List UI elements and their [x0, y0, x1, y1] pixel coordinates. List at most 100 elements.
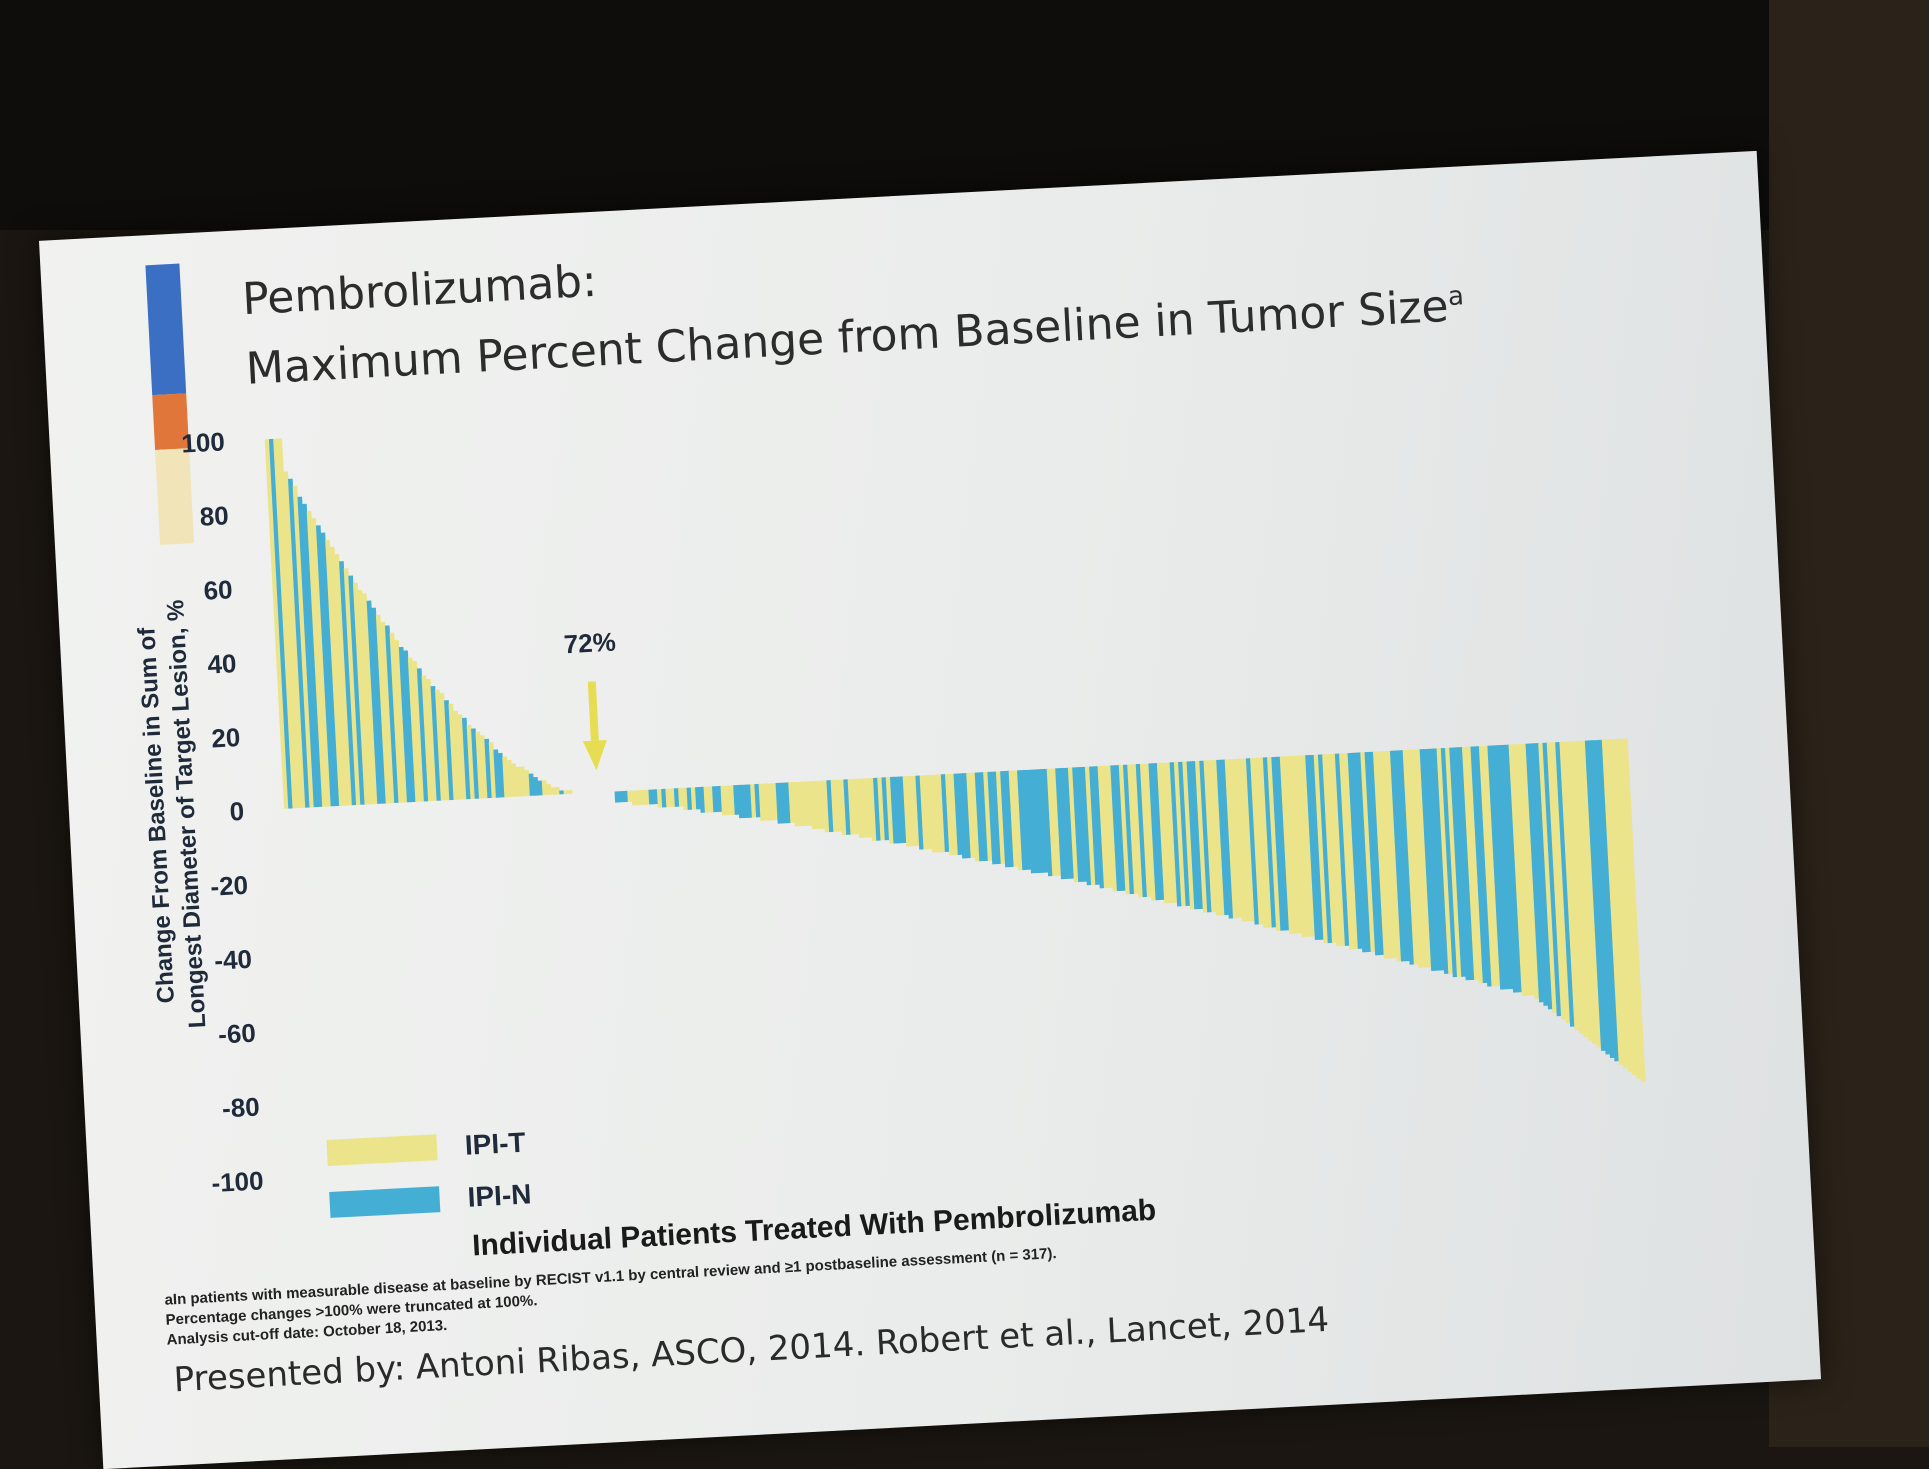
legend-swatch-ipi-t — [326, 1134, 438, 1167]
bar-patient — [1148, 763, 1161, 901]
bar-patient — [987, 771, 997, 865]
bar-patient — [940, 774, 950, 852]
y-tick-label: 80 — [199, 500, 229, 531]
bar-patient — [830, 779, 838, 832]
bar-patient — [618, 791, 624, 803]
bar-patient — [902, 776, 911, 847]
bar-patient — [1529, 743, 1549, 1006]
bar-patient — [1296, 755, 1311, 937]
y-tick-label: 40 — [207, 648, 237, 679]
bar-patient — [847, 779, 856, 835]
bar-patient — [1512, 744, 1531, 996]
bar-patient — [268, 438, 293, 809]
bar-patient — [1224, 759, 1238, 919]
bar-patient — [1262, 757, 1277, 928]
bar-patient — [953, 773, 963, 856]
bar-patient — [631, 790, 637, 806]
bar-patient — [1000, 771, 1010, 868]
bar-patient — [1169, 762, 1182, 907]
bar-patient — [839, 779, 847, 836]
bar-patient — [961, 773, 972, 859]
bar-patient — [1559, 741, 1580, 1031]
legend-swatch-ipi-n — [329, 1186, 441, 1218]
bar-patient — [1610, 739, 1633, 1072]
bar-patient — [928, 774, 937, 853]
bar-patient — [283, 471, 306, 808]
bar-patient — [1495, 745, 1514, 990]
bar-patient — [1411, 749, 1428, 968]
bar-patient — [1173, 761, 1187, 907]
bar-patient — [1618, 738, 1642, 1079]
bar-patient — [894, 776, 903, 844]
bar-patient — [1364, 751, 1380, 956]
bar-patient — [813, 780, 821, 830]
bar-patient — [851, 778, 860, 835]
bar-patient — [656, 789, 663, 808]
y-tick-label: -20 — [210, 870, 249, 902]
bar-patient — [306, 510, 327, 807]
bar-patient — [277, 438, 302, 809]
bar-patient — [1059, 767, 1070, 880]
bar-patient — [652, 789, 659, 805]
bar-patient — [357, 589, 374, 805]
bar-patient — [264, 439, 289, 809]
bar-patient — [1008, 770, 1019, 867]
bar-patient — [966, 772, 976, 859]
bar-patient — [1483, 745, 1501, 987]
legend-item-ipi-n: IPI-N — [328, 1168, 532, 1230]
bar-patient — [343, 568, 361, 806]
bar-patient — [339, 561, 357, 806]
bar-patient — [673, 788, 680, 807]
bar-patient — [1046, 768, 1057, 876]
bar-patient — [1584, 740, 1606, 1052]
bar-patient — [1356, 752, 1372, 953]
bar-patient — [1245, 758, 1260, 925]
bar-patient — [716, 785, 723, 813]
bar-patient — [945, 773, 954, 856]
bar-patient — [1135, 763, 1148, 898]
bar-patient — [484, 738, 493, 799]
bar-patient — [311, 518, 332, 807]
bar-patient — [1241, 758, 1255, 922]
bar-patient — [1195, 760, 1208, 913]
bar-patient — [1487, 745, 1505, 990]
bar-patient — [1432, 748, 1449, 975]
bar-patient — [398, 646, 412, 803]
bar-patient — [479, 735, 488, 799]
bar-patient — [1533, 743, 1553, 1010]
bar-patient — [1029, 769, 1040, 874]
bar-patient — [1063, 767, 1075, 879]
bar-patient — [1478, 745, 1497, 987]
bar-patient — [1601, 739, 1624, 1065]
bar-patient — [448, 703, 459, 800]
bar-patient — [394, 639, 408, 803]
bar-patient — [541, 780, 548, 796]
bar-patient — [1377, 751, 1393, 959]
bar-patient — [1360, 752, 1376, 952]
bar-patient — [475, 731, 484, 799]
bar-patient — [949, 773, 959, 856]
bar-patient — [1025, 769, 1036, 874]
bar-patient — [352, 582, 370, 805]
bar-patient — [1538, 742, 1558, 1013]
bar-patient — [292, 485, 315, 808]
bar-patient — [809, 781, 817, 830]
bar-patient — [1550, 742, 1571, 1024]
bar-patient — [1546, 742, 1566, 1020]
bar-patient — [1436, 748, 1453, 974]
bar-patient — [678, 787, 684, 807]
y-tick-label: -60 — [217, 1018, 256, 1050]
bar-patient — [1017, 770, 1027, 871]
bar-patient — [1106, 765, 1118, 892]
bar-patient — [1042, 768, 1053, 877]
bar-patient — [699, 786, 706, 813]
bar-patient — [1398, 750, 1415, 965]
bar-patient — [1440, 747, 1458, 978]
bar-patient — [461, 717, 471, 800]
y-tick-label: 60 — [203, 574, 233, 605]
bar-patient — [430, 686, 442, 801]
bar-patient — [1406, 749, 1423, 968]
annotation-arrow-head — [582, 740, 607, 771]
bar-patient — [843, 779, 851, 835]
bar-patient — [1419, 749, 1436, 971]
